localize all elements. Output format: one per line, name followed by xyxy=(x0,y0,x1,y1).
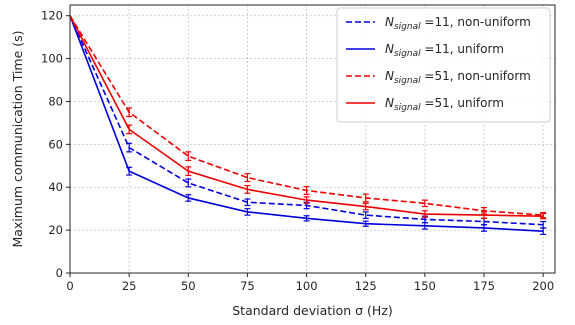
error-bar xyxy=(421,199,428,208)
legend-label: Nsignal =51, uniform xyxy=(385,96,504,113)
error-bar xyxy=(303,185,310,195)
x-tick-label: 100 xyxy=(296,279,318,293)
y-tick-label: 120 xyxy=(41,9,63,23)
error-bar xyxy=(244,173,251,183)
x-tick-label: 50 xyxy=(181,279,196,293)
error-bar xyxy=(481,224,488,232)
y-tick-label: 80 xyxy=(48,94,63,108)
x-tick-label: 200 xyxy=(532,279,554,293)
series-4 xyxy=(69,15,547,220)
error-bar xyxy=(185,151,192,162)
x-axis-label: Standard deviation σ (Hz) xyxy=(232,303,393,318)
x-tick-label: 125 xyxy=(355,279,377,293)
x-tick-label: 25 xyxy=(122,279,137,293)
legend-label: Nsignal =11, uniform xyxy=(385,42,504,59)
error-bar xyxy=(362,211,369,219)
x-tick-label: 150 xyxy=(414,279,436,293)
y-tick-label: 40 xyxy=(48,180,63,194)
legend-entry: Nsignal =51, uniform xyxy=(346,96,504,113)
error-bar xyxy=(481,211,488,219)
legend-box xyxy=(336,7,551,123)
error-bar xyxy=(126,124,133,135)
error-bar xyxy=(362,193,369,203)
legend: Nsignal =11, non-uniform Nsignal =11, uni… xyxy=(336,7,551,123)
y-tick-label: 20 xyxy=(48,223,63,237)
legend-label: Nsignal =51, non-uniform xyxy=(385,69,531,86)
error-bar xyxy=(303,196,310,204)
legend-label: Nsignal =11, non-uniform xyxy=(385,15,531,32)
series-2 xyxy=(69,15,547,236)
error-bar xyxy=(540,227,547,236)
error-bar xyxy=(126,166,133,176)
plot-frame xyxy=(69,4,556,274)
error-bar xyxy=(185,194,192,202)
y-axis-label: Maximum communication Time (s) xyxy=(10,30,25,247)
legend-entry: Nsignal =11, non-uniform xyxy=(346,15,531,32)
error-bar xyxy=(303,215,310,222)
x-tick-label: 175 xyxy=(473,279,495,293)
error-bar xyxy=(362,220,369,227)
legend-entry: Nsignal =51, non-uniform xyxy=(346,69,531,86)
error-bar xyxy=(362,202,369,211)
axis-ticks: 0 25 50 75 100 125 150 175 200 0 20 40 60 80 100 120 xyxy=(41,9,554,293)
y-tick-label: 0 xyxy=(56,266,63,280)
legend-entry: Nsignal =11, uniform xyxy=(346,42,504,59)
error-bar xyxy=(244,208,251,216)
error-bar xyxy=(244,198,251,207)
error-bar xyxy=(244,184,251,194)
error-bar xyxy=(540,213,547,220)
x-tick-label: 75 xyxy=(240,279,255,293)
series-3 xyxy=(69,15,547,219)
series-layer xyxy=(69,15,547,236)
x-tick-label: 0 xyxy=(66,279,73,293)
error-bar xyxy=(126,107,133,118)
y-tick-label: 60 xyxy=(48,137,63,151)
error-bar xyxy=(185,178,192,188)
error-bar xyxy=(126,142,133,153)
error-bar xyxy=(421,210,428,218)
error-bar xyxy=(421,222,428,230)
error-bar xyxy=(185,166,192,177)
y-tick-label: 100 xyxy=(41,52,63,66)
